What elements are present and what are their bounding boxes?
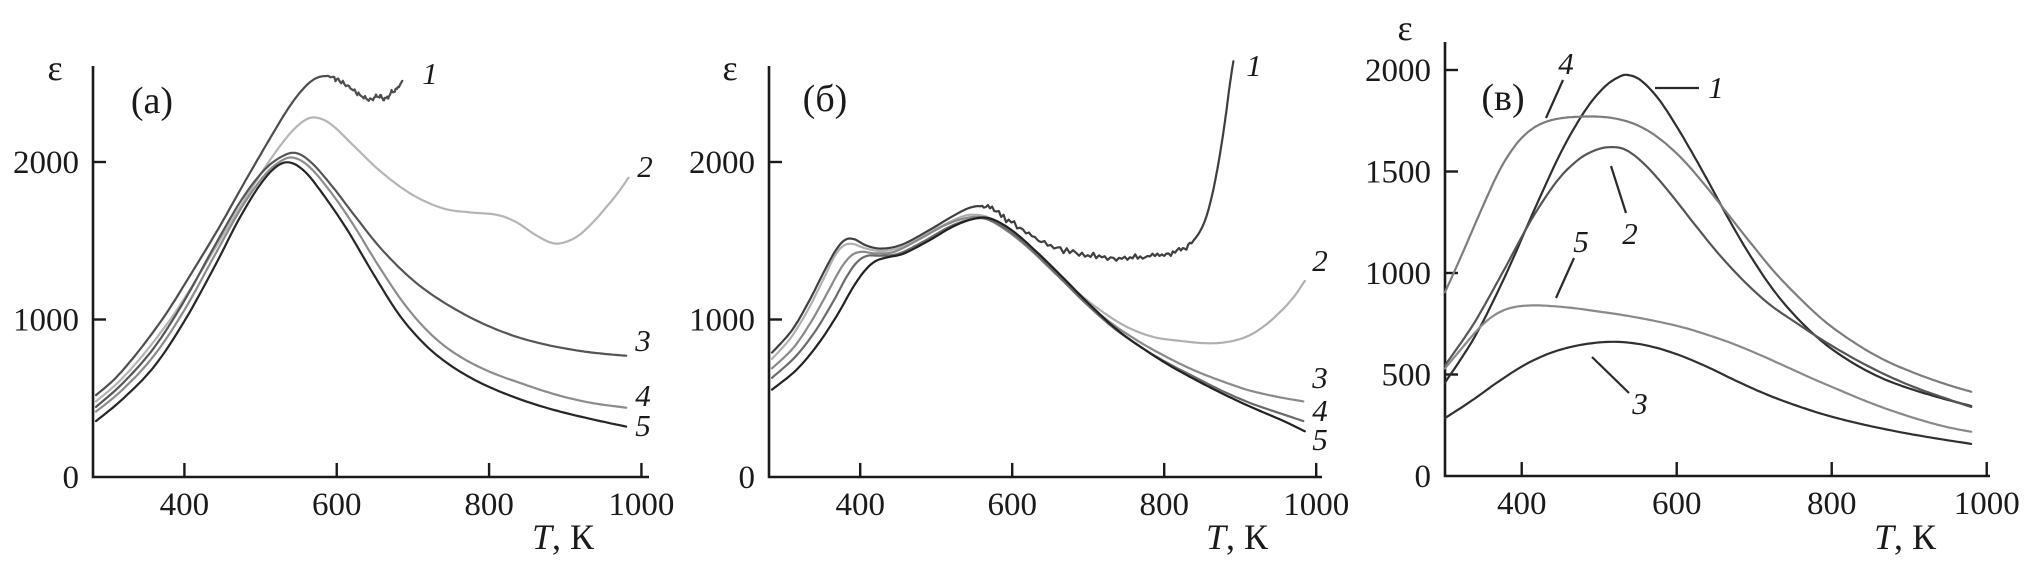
- panel-v-x-tick-label-1000: 1000: [1954, 486, 2020, 522]
- panel-v-leader-3: [1591, 356, 1630, 394]
- panel-a-x-tick-label-400: 400: [160, 487, 210, 523]
- panel-v-leader-5: [1554, 257, 1576, 299]
- panel-b: 0 1000 2000 400 600 800 1000 ε T, К (б) 1 2 345: [689, 48, 1349, 557]
- panel-b-curve-label-3: 3: [1311, 360, 1328, 395]
- panel-b-x-tick-label-400: 400: [835, 487, 885, 523]
- panel-v-y-tick-label-1000: 1000: [1365, 256, 1431, 292]
- panel-a-y-tick-label-1000: 1000: [13, 303, 79, 339]
- panel-b-curve-label-5: 5: [1312, 422, 1328, 457]
- panel-a-axes: [91, 66, 649, 479]
- panel-b-y-tick-label-1000: 1000: [689, 303, 755, 339]
- panel-b-curve-2: [770, 213, 1306, 360]
- panel-b-x-tick-label-1000: 1000: [1283, 487, 1349, 523]
- panel-a-curve-label-4: 4: [635, 378, 651, 413]
- panel-a-curve-label-3: 3: [634, 323, 651, 358]
- panel-a-x-tick-label-600: 600: [312, 487, 362, 523]
- panel-v-x-tick-label-800: 800: [1807, 486, 1857, 522]
- panel-a-curve-1: [94, 74, 404, 397]
- panel-v-curve-label-2: 2: [1622, 216, 1638, 251]
- panel-a-x-tick-label-800: 800: [464, 487, 514, 523]
- panel-a: 0 1000 2000 400 600 800 1000 ε T, К (а) 1 2 3 45: [13, 48, 674, 557]
- panel-b-x-axis-label: T, К: [1206, 517, 1269, 557]
- panel-b-x-tick-label-800: 800: [1139, 487, 1189, 523]
- panel-b-curve-label-4: 4: [1312, 393, 1328, 428]
- panel-b-curve-label-1: 1: [1246, 48, 1262, 83]
- panel-v-curve-label-1: 1: [1708, 70, 1724, 105]
- panel-a-curve-2: [94, 116, 630, 403]
- panel-v-curve-5: [1443, 304, 1973, 433]
- panel-b-curve-label-2: 2: [1312, 243, 1328, 278]
- panel-v-curve-label-3: 3: [1631, 386, 1648, 421]
- panel-b-y-tick-label-2000: 2000: [689, 145, 755, 181]
- panel-a-curve-5: [94, 161, 628, 428]
- panel-a-x-tick-label-1000: 1000: [608, 487, 674, 523]
- panel-a-curve-3: [94, 151, 628, 408]
- panel-v-x-tick-label-400: 400: [1497, 486, 1547, 522]
- panel-b-label: (б): [803, 78, 848, 120]
- panel-b-curve-4: [770, 217, 1305, 423]
- panel-b-y-tick-label-0: 0: [739, 460, 756, 496]
- panel-v-axes: [1443, 42, 1990, 478]
- panel-b-y-axis-label: ε: [722, 48, 737, 88]
- panel-a-x-axis-label: T, К: [532, 517, 595, 557]
- panel-v-curve-3: [1443, 340, 1973, 445]
- panel-b-x-tick-label-600: 600: [987, 487, 1037, 523]
- panel-v-curve-1: [1443, 73, 1973, 408]
- panel-v-label: (в): [1481, 77, 1524, 119]
- panel-v-x-axis-label: T, К: [1874, 517, 1937, 557]
- panel-v-y-tick-label-500: 500: [1382, 358, 1432, 394]
- panel-a-y-tick-label-2000: 2000: [13, 145, 79, 181]
- panel-b-axes: [767, 66, 1322, 479]
- panel-v-y-axis-label: ε: [1397, 8, 1412, 48]
- panel-a-curve-4: [94, 156, 628, 413]
- panel-a-curve-label-1: 1: [422, 56, 438, 91]
- panel-b-curve-5: [770, 216, 1306, 433]
- panel-v-y-tick-label-2000: 2000: [1365, 53, 1431, 89]
- panel-a-curve-label-2: 2: [637, 149, 653, 184]
- panel-v-leader-2: [1609, 165, 1628, 214]
- panel-v-curve-label-4: 4: [1558, 46, 1574, 81]
- panel-v-y-tick-label-0: 0: [1415, 459, 1432, 495]
- panel-b-curve-1: [770, 60, 1235, 354]
- panel-v-x-tick-label-600: 600: [1652, 486, 1702, 522]
- panel-v-leader-4: [1544, 79, 1565, 119]
- panel-a-curve-label-5: 5: [635, 408, 651, 443]
- panel-a-label: (а): [131, 80, 173, 122]
- panel-v: 0 500 1000 1500 2000 400 600 800 1000 ε T, К (в) 4 1 2…: [1365, 8, 2020, 557]
- panel-v-curve-4: [1443, 115, 1973, 393]
- panel-a-y-axis-label: ε: [47, 48, 62, 88]
- panel-v-curve-label-5: 5: [1573, 224, 1589, 259]
- panel-a-y-tick-label-0: 0: [63, 460, 80, 496]
- panel-v-curve-2: [1443, 146, 1973, 409]
- panel-v-y-tick-label-1500: 1500: [1365, 155, 1431, 191]
